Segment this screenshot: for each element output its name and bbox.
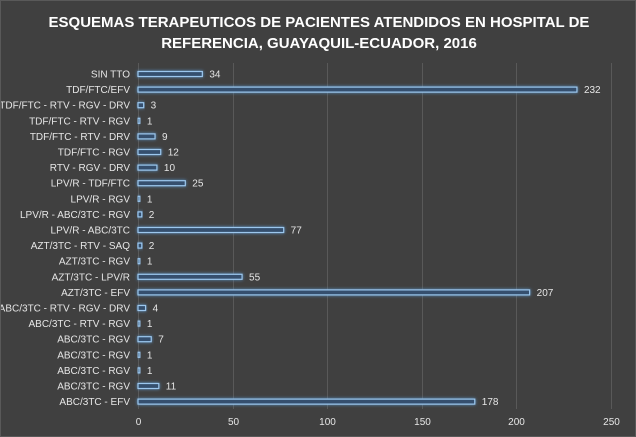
data-label-13: 55 bbox=[249, 272, 261, 283]
category-label-9: LPV/R - ABC/3TC - RGV bbox=[20, 210, 130, 221]
category-label-20: ABC/3TC - RGV bbox=[57, 382, 130, 393]
category-label-7: LPV/R - TDF/FTC bbox=[51, 179, 130, 190]
category-labels: SIN TTO TDF/FTC/EFV TDF/FTC - RTV - RGV - … bbox=[1, 70, 130, 409]
bar-10 bbox=[137, 226, 285, 234]
data-label-9: 2 bbox=[149, 210, 155, 221]
x-tick-label-5: 250 bbox=[603, 417, 620, 428]
category-label-3: TDF/FTC - RTV - RGV bbox=[29, 116, 130, 127]
bar-11 bbox=[137, 242, 143, 249]
data-label-5: 12 bbox=[168, 148, 180, 159]
data-label-7: 25 bbox=[192, 179, 204, 190]
chart-title: ESQUEMAS TERAPEUTICOS DE PACIENTES ATEND… bbox=[48, 14, 590, 52]
data-label-15: 4 bbox=[153, 304, 159, 315]
data-label-8: 1 bbox=[147, 194, 153, 205]
data-label-11: 2 bbox=[149, 241, 155, 252]
bar-16 bbox=[137, 320, 141, 327]
bar-15 bbox=[137, 304, 147, 312]
data-label-0: 34 bbox=[209, 70, 221, 81]
x-tick-label-0: 0 bbox=[136, 417, 142, 428]
bar-0 bbox=[137, 70, 203, 78]
x-tick-label-3: 150 bbox=[414, 417, 431, 428]
x-tick-label-4: 200 bbox=[508, 417, 525, 428]
category-label-8: LPV/R - RGV bbox=[71, 194, 131, 205]
bar-5 bbox=[137, 148, 162, 156]
data-label-4: 9 bbox=[162, 132, 168, 143]
bar-2 bbox=[137, 102, 145, 109]
bar-4 bbox=[137, 133, 156, 140]
bar-7 bbox=[137, 180, 186, 187]
bar-9 bbox=[137, 211, 143, 218]
category-label-11: AZT/3TC - RTV - SAQ bbox=[31, 241, 130, 252]
category-label-17: ABC/3TC - RGV bbox=[57, 335, 130, 346]
category-label-21: ABC/3TC - EFV bbox=[59, 397, 130, 408]
category-label-4: TDF/FTC - RTV - DRV bbox=[30, 132, 131, 143]
category-label-18: ABC/3TC - RGV bbox=[57, 350, 130, 361]
bar-21 bbox=[137, 398, 476, 405]
category-label-16: ABC/3TC - RTV - RGV bbox=[29, 319, 131, 330]
bar-12 bbox=[137, 258, 141, 265]
category-label-0: SIN TTO bbox=[91, 70, 130, 81]
bar-6 bbox=[137, 164, 158, 171]
x-tick-label-1: 50 bbox=[228, 417, 240, 428]
bar-8 bbox=[137, 195, 141, 202]
category-label-6: RTV - RGV - DRV bbox=[50, 163, 131, 174]
bar-19 bbox=[137, 367, 141, 374]
x-axis-tick-labels: 0 50 100 150 200 250 bbox=[136, 417, 621, 428]
data-label-17: 7 bbox=[158, 335, 164, 346]
category-label-2: TDF/FTC - RTV - RGV - DRV bbox=[1, 101, 130, 112]
gridlines bbox=[138, 63, 612, 409]
category-label-19: ABC/3TC - RGV bbox=[57, 366, 130, 377]
bar-17 bbox=[137, 336, 152, 343]
bar-13 bbox=[137, 273, 243, 280]
data-label-1: 232 bbox=[584, 85, 601, 96]
data-label-2: 3 bbox=[151, 101, 157, 112]
data-label-21: 178 bbox=[482, 397, 499, 408]
bar-18 bbox=[137, 351, 141, 358]
data-label-14: 207 bbox=[537, 288, 554, 299]
data-label-6: 10 bbox=[164, 163, 176, 174]
category-label-14: AZT/3TC - EFV bbox=[61, 288, 130, 299]
data-label-20: 11 bbox=[166, 382, 177, 393]
data-label-19: 1 bbox=[147, 366, 153, 377]
data-label-12: 1 bbox=[147, 257, 153, 268]
category-label-15: ABC/3TC - RTV - RGV - DRV bbox=[1, 304, 130, 315]
bars bbox=[137, 70, 578, 405]
data-label-3: 1 bbox=[147, 116, 153, 127]
category-label-1: TDF/FTC/EFV bbox=[66, 85, 130, 96]
bar-3 bbox=[137, 117, 141, 124]
category-label-13: AZT/3TC - LPV/R bbox=[52, 272, 130, 283]
bar-1 bbox=[137, 86, 578, 93]
x-tick-label-2: 100 bbox=[319, 417, 336, 428]
category-label-12: AZT/3TC - RGV bbox=[59, 257, 130, 268]
data-label-10: 77 bbox=[291, 226, 303, 237]
category-label-10: LPV/R - ABC/3TC bbox=[51, 226, 130, 237]
category-label-5: TDF/FTC - RGV bbox=[58, 148, 131, 159]
data-label-16: 1 bbox=[147, 319, 153, 330]
data-label-18: 1 bbox=[147, 350, 153, 361]
bar-14 bbox=[137, 289, 531, 296]
bar-20 bbox=[137, 382, 160, 390]
